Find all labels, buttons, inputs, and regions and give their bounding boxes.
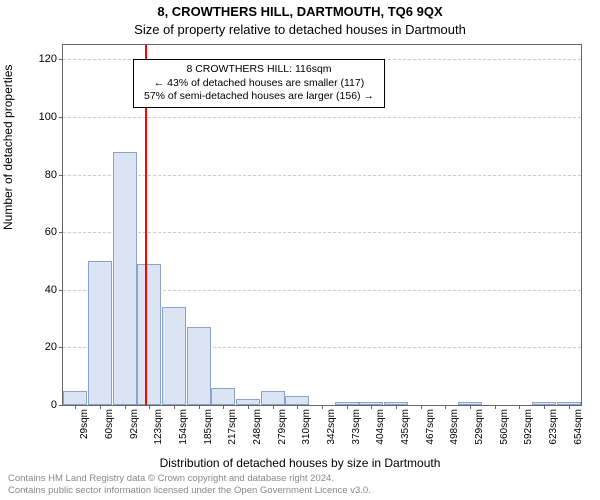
- histogram-bar: [211, 388, 235, 405]
- chart-container: 8, CROWTHERS HILL, DARTMOUTH, TQ6 9QX Si…: [0, 0, 600, 500]
- x-tick-mark: [347, 405, 348, 409]
- y-tick-mark: [59, 175, 63, 176]
- x-tick-mark: [445, 405, 446, 409]
- histogram-bar: [88, 261, 112, 405]
- x-tick-mark: [223, 405, 224, 409]
- histogram-bar: [113, 152, 137, 405]
- x-tick-mark: [519, 405, 520, 409]
- x-tick-mark: [149, 405, 150, 409]
- x-tick-mark: [199, 405, 200, 409]
- histogram-bar: [162, 307, 186, 405]
- histogram-bar: [187, 327, 211, 405]
- x-tick-label: 217sqm: [227, 409, 238, 445]
- histogram-bar: [63, 391, 87, 405]
- x-tick-label: 654sqm: [573, 409, 584, 445]
- chart-title: 8, CROWTHERS HILL, DARTMOUTH, TQ6 9QX: [0, 4, 600, 19]
- gridline: [63, 175, 581, 176]
- x-tick-label: 123sqm: [153, 409, 164, 445]
- x-tick-mark: [100, 405, 101, 409]
- footer-line-1: Contains HM Land Registry data © Crown c…: [8, 473, 371, 484]
- histogram-bar: [261, 391, 285, 405]
- x-tick-label: 529sqm: [474, 409, 485, 445]
- y-tick-mark: [59, 405, 63, 406]
- x-tick-label: 467sqm: [425, 409, 436, 445]
- x-tick-mark: [297, 405, 298, 409]
- x-tick-label: 60sqm: [104, 409, 115, 439]
- annotation-line-1: 8 CROWTHERS HILL: 116sqm: [144, 63, 374, 77]
- y-tick-label: 20: [45, 341, 57, 353]
- footer-text: Contains HM Land Registry data © Crown c…: [8, 473, 371, 496]
- gridline: [63, 117, 581, 118]
- x-tick-label: 310sqm: [301, 409, 312, 445]
- histogram-bar: [285, 396, 309, 405]
- x-tick-label: 185sqm: [203, 409, 214, 445]
- x-tick-mark: [569, 405, 570, 409]
- x-tick-mark: [125, 405, 126, 409]
- x-tick-mark: [174, 405, 175, 409]
- x-tick-label: 248sqm: [252, 409, 263, 445]
- y-tick-label: 40: [45, 284, 57, 296]
- x-tick-label: 623sqm: [548, 409, 559, 445]
- y-tick-label: 0: [51, 399, 57, 411]
- x-tick-label: 560sqm: [499, 409, 510, 445]
- y-tick-mark: [59, 59, 63, 60]
- x-tick-label: 498sqm: [449, 409, 460, 445]
- chart-subtitle: Size of property relative to detached ho…: [0, 22, 600, 37]
- x-tick-mark: [371, 405, 372, 409]
- y-tick-mark: [59, 347, 63, 348]
- footer-line-2: Contains public sector information licen…: [8, 485, 371, 496]
- annotation-line-2: ← 43% of detached houses are smaller (11…: [144, 77, 374, 91]
- x-tick-mark: [421, 405, 422, 409]
- y-tick-mark: [59, 290, 63, 291]
- y-tick-mark: [59, 117, 63, 118]
- y-tick-label: 100: [39, 111, 57, 123]
- y-tick-mark: [59, 232, 63, 233]
- x-axis-label: Distribution of detached houses by size …: [0, 456, 600, 470]
- plot-area: 02040608010012029sqm60sqm92sqm123sqm154s…: [62, 44, 582, 406]
- x-tick-label: 373sqm: [351, 409, 362, 445]
- x-tick-label: 592sqm: [523, 409, 534, 445]
- x-tick-mark: [75, 405, 76, 409]
- histogram-bar: [137, 264, 161, 405]
- x-tick-mark: [495, 405, 496, 409]
- x-tick-label: 435sqm: [400, 409, 411, 445]
- x-tick-mark: [322, 405, 323, 409]
- y-tick-label: 80: [45, 169, 57, 181]
- x-tick-label: 279sqm: [277, 409, 288, 445]
- x-tick-label: 92sqm: [129, 409, 140, 439]
- x-tick-mark: [273, 405, 274, 409]
- x-tick-mark: [248, 405, 249, 409]
- x-tick-mark: [544, 405, 545, 409]
- gridline: [63, 232, 581, 233]
- y-axis-label: Number of detached properties: [1, 65, 15, 230]
- annotation-line-3: 57% of semi-detached houses are larger (…: [144, 90, 374, 104]
- y-tick-label: 120: [39, 53, 57, 65]
- x-tick-mark: [470, 405, 471, 409]
- x-tick-label: 342sqm: [326, 409, 337, 445]
- annotation-box: 8 CROWTHERS HILL: 116sqm ← 43% of detach…: [133, 59, 385, 108]
- x-tick-label: 154sqm: [178, 409, 189, 445]
- x-tick-label: 404sqm: [375, 409, 386, 445]
- y-tick-label: 60: [45, 226, 57, 238]
- x-tick-label: 29sqm: [79, 409, 90, 439]
- x-tick-mark: [396, 405, 397, 409]
